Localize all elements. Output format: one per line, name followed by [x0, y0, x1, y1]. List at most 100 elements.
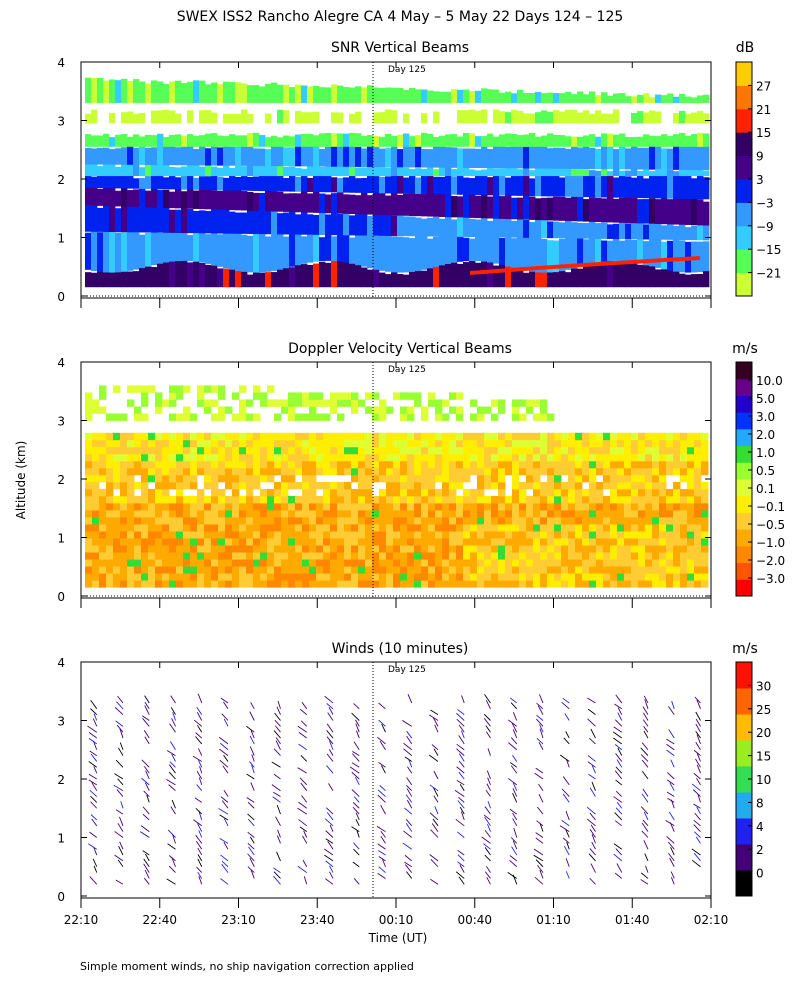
doppler-cell — [694, 517, 702, 525]
snr-cell — [373, 166, 380, 177]
doppler-cell — [694, 488, 702, 497]
wind-barb — [509, 808, 518, 815]
snr-cell — [529, 196, 536, 220]
snr-cell — [511, 109, 518, 124]
snr-cell — [133, 113, 140, 124]
doppler-cell — [92, 446, 100, 455]
doppler-cell — [211, 538, 219, 546]
doppler-cell — [309, 552, 317, 560]
doppler-cell — [484, 559, 492, 567]
doppler-cell — [533, 580, 541, 588]
doppler-cell — [176, 566, 184, 574]
doppler-cell — [379, 488, 387, 497]
doppler-cell — [330, 439, 338, 448]
doppler-cell — [302, 460, 310, 469]
doppler-cell — [442, 545, 450, 553]
doppler-cell — [99, 453, 107, 462]
doppler-cell — [141, 474, 149, 483]
wind-barb — [355, 812, 360, 821]
snr-cell — [541, 197, 548, 221]
doppler-cell — [526, 474, 534, 483]
wind-barb — [669, 782, 675, 791]
snr-cell — [445, 262, 452, 288]
snr-cell — [493, 168, 500, 177]
wind-barb — [695, 711, 701, 721]
doppler-cell — [351, 573, 359, 581]
snr-cell — [583, 145, 590, 170]
doppler-cell — [127, 566, 135, 574]
doppler-cell — [603, 580, 611, 588]
doppler-cell — [477, 510, 485, 518]
doppler-cell — [330, 481, 338, 490]
snr-cell — [679, 93, 686, 103]
doppler-cell — [687, 439, 695, 448]
snr-cell — [217, 176, 224, 191]
snr-cell — [283, 135, 290, 147]
doppler-cell — [120, 495, 128, 504]
doppler-cell — [575, 580, 583, 588]
doppler-cell — [414, 510, 422, 518]
snr-cell — [199, 145, 206, 166]
doppler-cell — [246, 446, 254, 455]
doppler-cell — [645, 531, 653, 539]
doppler-cell — [113, 439, 121, 448]
doppler-cell — [477, 495, 485, 504]
snr-cell — [409, 271, 416, 288]
doppler-cell — [533, 559, 541, 567]
snr-cell — [163, 136, 170, 147]
snr-cell — [559, 196, 566, 221]
doppler-cell — [470, 573, 478, 581]
doppler-cell — [204, 552, 212, 560]
doppler-cell — [337, 580, 345, 588]
snr-cell — [397, 236, 404, 273]
doppler-cell — [176, 510, 184, 518]
doppler-cell — [463, 488, 471, 497]
snr-cell — [109, 270, 116, 288]
snr-cell — [559, 147, 566, 169]
doppler-cell — [456, 573, 464, 581]
doppler-cell — [302, 481, 310, 490]
snr-cell — [703, 133, 710, 147]
doppler-cell — [561, 467, 569, 476]
doppler-cell — [421, 510, 429, 518]
wind-barb — [456, 748, 465, 756]
doppler-cell — [323, 432, 331, 441]
doppler-cell — [281, 538, 289, 546]
doppler-cell — [365, 495, 373, 504]
doppler-cell — [491, 413, 499, 421]
doppler-cell — [197, 399, 205, 407]
snr-cell — [343, 87, 350, 103]
snr-cell — [613, 149, 620, 170]
doppler-cell — [253, 392, 261, 400]
wind-barb — [510, 762, 518, 768]
doppler-cell — [379, 413, 387, 421]
colorbar-label: −0.5 — [756, 518, 785, 532]
wind-barb — [537, 806, 544, 815]
doppler-cell — [113, 566, 121, 574]
doppler-cell — [148, 446, 156, 455]
wind-barb — [613, 737, 623, 745]
wind-barb — [90, 708, 98, 715]
doppler-cell — [652, 432, 660, 441]
doppler-cell — [197, 524, 205, 532]
snr-cell — [301, 191, 308, 213]
snr-cell — [379, 234, 386, 271]
doppler-cell — [183, 474, 191, 483]
wind-barb — [458, 876, 465, 885]
doppler-cell — [302, 510, 310, 518]
snr-cell — [121, 134, 128, 147]
doppler-cell — [113, 552, 121, 560]
wind-barb — [222, 765, 229, 774]
wind-barb — [144, 869, 150, 879]
wind-barb — [221, 863, 229, 873]
wind-barb — [615, 807, 623, 815]
snr-cell — [493, 136, 500, 147]
doppler-cell — [246, 453, 254, 462]
snr-cell — [97, 166, 104, 177]
colorbar-label: −9 — [756, 220, 774, 234]
snr-cell — [517, 197, 524, 220]
doppler-cell — [316, 439, 324, 448]
snr-cell — [679, 240, 686, 273]
snr-cell — [631, 137, 638, 147]
doppler-cell — [589, 432, 597, 441]
